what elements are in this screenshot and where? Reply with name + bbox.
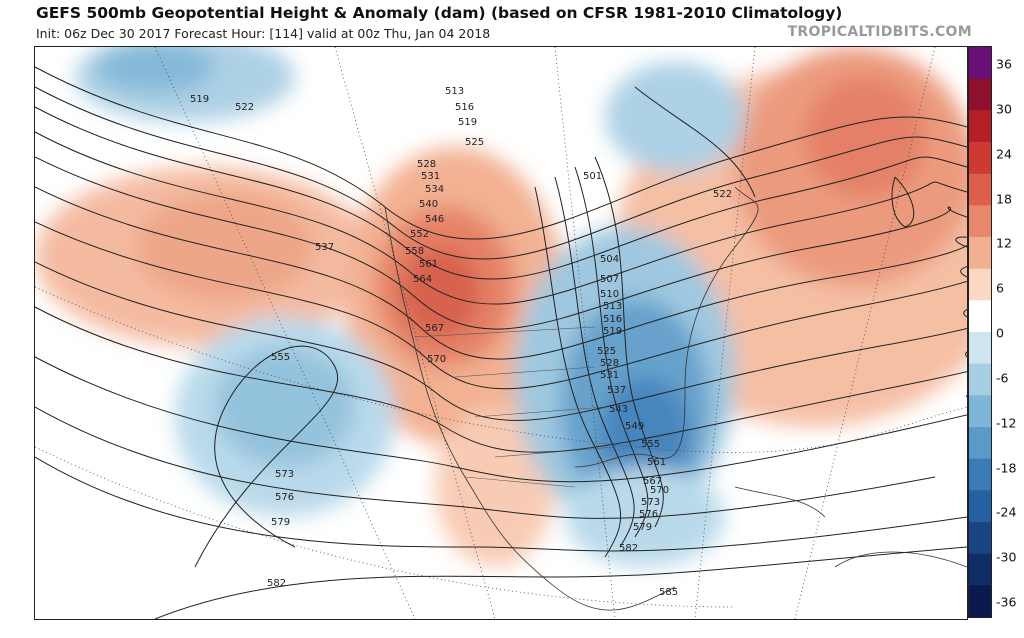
contour-label: 570: [650, 485, 669, 496]
colorbar-tick-label: -12: [996, 415, 1017, 431]
colorbar-tick-label: 24: [996, 146, 1012, 162]
contour-label: 528: [417, 159, 436, 170]
colorbar-tick-label: 18: [996, 191, 1012, 206]
colorbar-swatch: [969, 585, 991, 618]
contour-label: 513: [445, 86, 464, 97]
graticule: [35, 47, 967, 619]
anomaly-shading: [35, 47, 967, 567]
contour-label: 567: [643, 476, 662, 487]
colorbar-swatch: [969, 237, 991, 270]
colorbar-swatches: [969, 47, 991, 618]
colorbar-tick-label: 36: [996, 56, 1012, 72]
contour-label: 558: [405, 246, 424, 257]
contour-label: 555: [641, 439, 660, 450]
contour-label: 582: [619, 543, 638, 554]
colorbar-swatch: [969, 395, 991, 428]
contour-label: 513: [603, 301, 622, 312]
contour-label: 522: [235, 102, 254, 113]
map-title: GEFS 500mb Geopotential Height & Anomaly…: [36, 4, 843, 22]
colorbar-swatch: [969, 300, 991, 333]
colorbar-tick-label: -36: [996, 594, 1017, 610]
contour-label: 570: [427, 354, 446, 365]
contour-label: 522: [713, 189, 732, 200]
contour-label: 561: [419, 259, 438, 270]
contour-label: 576: [639, 509, 658, 520]
map-subtitle: Init: 06z Dec 30 2017 Forecast Hour: [11…: [36, 26, 491, 41]
contour-label: 510: [600, 289, 619, 300]
colorbar-swatch: [969, 363, 991, 396]
contour-label: 507: [600, 274, 619, 285]
contour-label: 573: [275, 469, 294, 480]
height-contours: [35, 66, 967, 619]
colorbar-swatch: [969, 78, 991, 111]
contour-label: 567: [425, 323, 444, 334]
contour-label: 552: [410, 229, 429, 240]
contour-label: 534: [425, 184, 444, 195]
colorbar-tick-labels: 36 30 24 18 12 6 0 -6 -12 -18 -24 -30 -36: [992, 46, 1024, 618]
colorbar-swatch: [969, 268, 991, 301]
colorbar-swatch: [969, 490, 991, 523]
contour-label: 531: [421, 171, 440, 182]
borders: [414, 326, 616, 488]
contour-label: 543: [609, 404, 628, 415]
contour-label: 585: [659, 587, 678, 598]
colorbar-swatch: [969, 427, 991, 460]
contour-label: 582: [267, 578, 286, 589]
colorbar-swatch: [969, 332, 991, 365]
contour-label: 519: [458, 117, 477, 128]
map-panel: 519 522 513 516 519 525 528 531 534 540 …: [34, 46, 968, 620]
colorbar-tick-label: -24: [996, 504, 1017, 520]
contour-label: 564: [413, 274, 432, 285]
colorbar-swatch: [969, 553, 991, 586]
colorbar-tick-label: -6: [996, 370, 1009, 386]
contour-label: 579: [633, 522, 652, 533]
colorbar-swatch: [969, 205, 991, 238]
contour-label: 519: [190, 94, 209, 105]
contour-label: 525: [597, 346, 616, 357]
contour-label: 504: [600, 254, 619, 265]
map-canvas: 519 522 513 516 519 525 528 531 534 540 …: [35, 47, 967, 619]
contour-label: 528: [600, 358, 619, 369]
colorbar-tick-label: -30: [996, 549, 1017, 565]
contour-label: 573: [641, 497, 660, 508]
contour-label: 561: [647, 457, 666, 468]
contour-label: 519: [603, 326, 622, 337]
colorbar-tick-label: 0: [996, 325, 1004, 341]
contour-label: 576: [275, 492, 294, 503]
colorbar-tick-label: -18: [996, 460, 1017, 475]
colorbar-swatch: [969, 173, 991, 206]
contour-label: 540: [419, 199, 438, 210]
contour-label: 546: [425, 214, 444, 225]
colorbar-swatch: [969, 458, 991, 491]
contour-label: 501: [583, 171, 602, 182]
contour-label: 516: [455, 102, 474, 113]
contour-label: 525: [465, 137, 484, 148]
site-credit: TROPICALTIDBITS.COM: [787, 24, 972, 40]
contour-label: 579: [271, 517, 290, 528]
colorbar-tick-label: 6: [996, 280, 1004, 296]
contour-label: 555: [271, 352, 290, 363]
colorbar-swatch: [969, 522, 991, 555]
contour-label-group: 519 522 513 516 519 525 528 531 534 540 …: [190, 86, 732, 598]
contour-label: 516: [603, 314, 622, 325]
colorbar-tick-label: 12: [996, 235, 1012, 251]
header: GEFS 500mb Geopotential Height & Anomaly…: [0, 0, 1024, 46]
contour-label: 537: [315, 242, 334, 253]
anomaly-colorbar: [968, 46, 992, 618]
contour-label: 549: [625, 421, 644, 432]
contour-label: 531: [600, 370, 619, 381]
contour-label: 537: [607, 385, 626, 396]
colorbar-tick-label: 30: [996, 101, 1012, 117]
colorbar-swatch: [969, 142, 991, 175]
colorbar-swatch: [969, 110, 991, 143]
colorbar-swatch: [969, 47, 991, 80]
